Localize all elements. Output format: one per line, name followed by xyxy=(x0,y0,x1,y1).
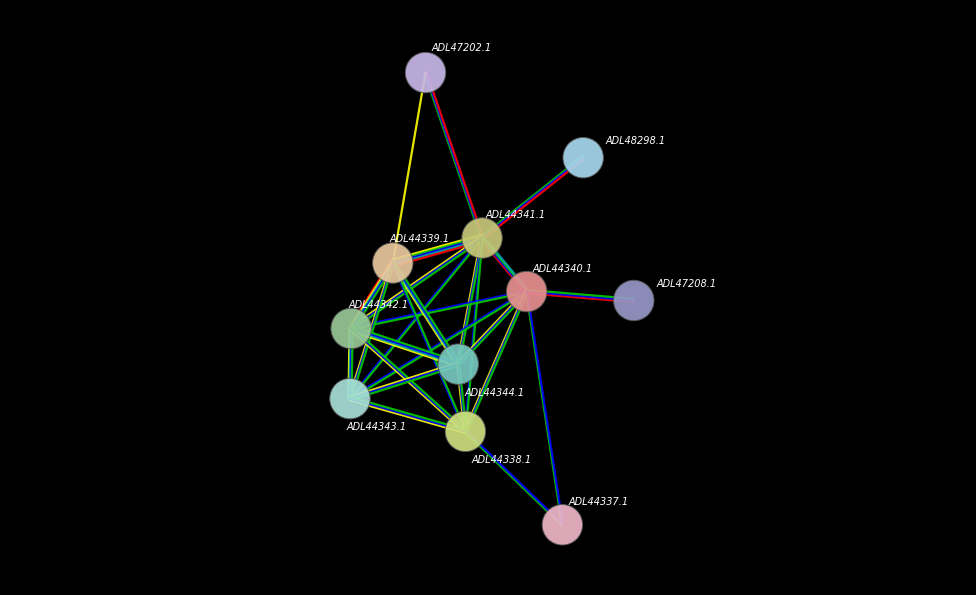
Circle shape xyxy=(614,280,654,321)
Text: ADL47202.1: ADL47202.1 xyxy=(431,43,492,52)
Text: ADL44343.1: ADL44343.1 xyxy=(347,422,407,432)
Circle shape xyxy=(330,378,370,419)
Text: ADL44341.1: ADL44341.1 xyxy=(485,211,546,220)
Text: ADL44340.1: ADL44340.1 xyxy=(533,264,592,274)
Text: ADL44342.1: ADL44342.1 xyxy=(348,300,408,309)
Circle shape xyxy=(331,308,372,349)
Circle shape xyxy=(542,505,583,545)
Text: ADL44344.1: ADL44344.1 xyxy=(465,388,524,397)
Text: ADL44339.1: ADL44339.1 xyxy=(389,234,450,244)
Text: ADL44338.1: ADL44338.1 xyxy=(471,455,532,465)
Circle shape xyxy=(507,271,547,312)
Circle shape xyxy=(438,344,478,384)
Text: ADL48298.1: ADL48298.1 xyxy=(606,136,666,146)
Circle shape xyxy=(462,218,503,258)
Circle shape xyxy=(405,52,446,93)
Text: ADL47208.1: ADL47208.1 xyxy=(657,279,716,289)
Circle shape xyxy=(445,411,486,452)
Text: ADL44337.1: ADL44337.1 xyxy=(568,497,629,507)
Circle shape xyxy=(563,137,603,178)
Circle shape xyxy=(373,243,413,283)
